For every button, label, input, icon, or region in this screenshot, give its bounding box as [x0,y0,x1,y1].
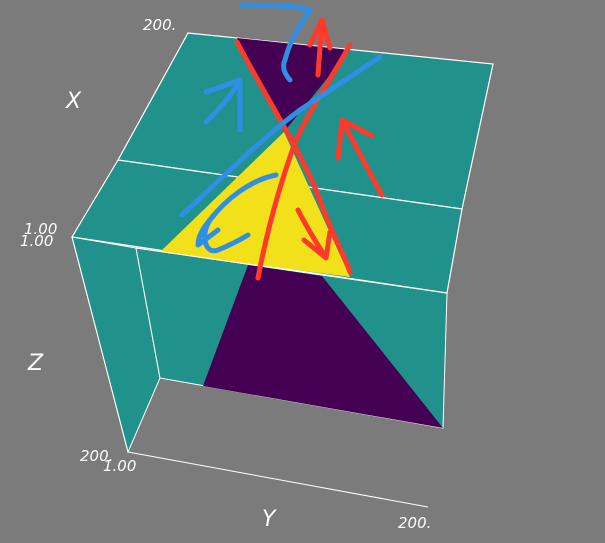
red-stroke-right-diagonal [255,42,353,281]
red-stroke-top-arrow [307,17,333,78]
blue-annotation-strokes [179,2,383,254]
blue-stroke-long-diagonal [179,54,383,218]
red-stroke-left-diagonal [234,39,353,275]
min-tick-c: 1.00 [103,457,136,475]
blue-stroke-top-squiggle [239,2,313,83]
z-axis-label: Z [27,351,44,376]
blue-stroke-lower-arrow [195,212,221,248]
y-axis-label: Y [262,507,277,532]
x-axis-label: X [65,89,82,114]
min-tick-a: 1.00 [24,220,57,238]
z-max-tick: 200. [80,447,113,465]
x-max-tick: 200. [143,16,176,34]
blue-stroke-upper-arrow [203,77,243,133]
red-stroke-upper-arrow [335,117,385,198]
min-tick-b: 1.00 [20,232,53,250]
bounding-box-lines [71,236,448,508]
red-annotation-strokes [234,17,385,281]
purple-region-lower [203,265,443,428]
y-max-tick: 200. [398,514,431,532]
purple-region-upper [237,38,350,132]
red-stroke-lower-arrow [295,207,333,261]
